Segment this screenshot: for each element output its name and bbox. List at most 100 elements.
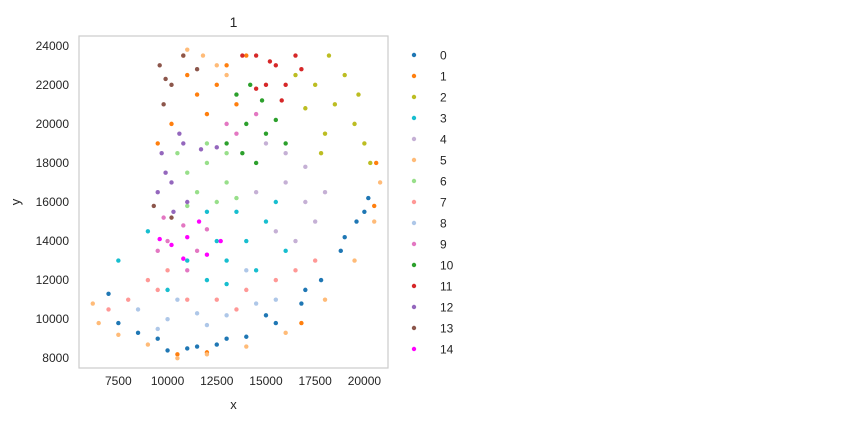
legend-label: 3 xyxy=(440,112,447,126)
cluster-7-point-9 xyxy=(234,307,239,312)
cluster-6-point-8 xyxy=(185,203,190,209)
cluster-12-point-6 xyxy=(171,209,176,214)
cluster-1-points xyxy=(155,53,379,357)
legend-item-14: 14 xyxy=(411,343,454,357)
legend-item-4: 4 xyxy=(411,133,447,147)
cluster-4-point-3 xyxy=(293,238,298,244)
cluster-8-point-6 xyxy=(273,297,279,302)
legend-marker xyxy=(411,199,417,205)
cluster-0-point-16 xyxy=(342,234,347,240)
cluster-3-point-7 xyxy=(253,268,259,273)
cluster-13-point-5 xyxy=(169,215,174,220)
cluster-12-point-1 xyxy=(169,180,174,185)
cluster-3-point-10 xyxy=(165,287,170,293)
legend-label: 11 xyxy=(440,280,453,294)
x-axis: 7500 10000 12500 15000 17500 20000 xyxy=(105,374,381,388)
cluster-1-point-4 xyxy=(234,102,239,107)
cluster-5-point-0 xyxy=(96,320,101,326)
cluster-4-point-0 xyxy=(283,180,288,185)
cluster-3-point-13 xyxy=(145,229,151,234)
x-tick-label: 10000 xyxy=(151,374,185,388)
cluster-3-point-5 xyxy=(214,238,219,244)
legend-marker xyxy=(411,157,417,163)
y-tick-label: 24000 xyxy=(36,39,70,53)
cluster-9-point-6 xyxy=(253,111,259,117)
y-axis-label: y xyxy=(8,198,23,205)
cluster-7-point-10 xyxy=(312,258,318,263)
cluster-12-point-3 xyxy=(185,199,190,205)
cluster-0-point-1 xyxy=(185,346,190,351)
cluster-9-point-0 xyxy=(165,238,170,244)
cluster-0-point-10 xyxy=(135,330,141,336)
legend-marker xyxy=(411,241,417,247)
cluster-5-point-4 xyxy=(204,352,210,357)
cluster-0-point-2 xyxy=(214,342,219,347)
cluster-14-points xyxy=(157,219,223,261)
y-tick-label: 16000 xyxy=(36,195,70,209)
cluster-8-point-8 xyxy=(244,268,249,273)
legend-item-10: 10 xyxy=(411,259,454,273)
cluster-9-points xyxy=(155,111,259,273)
cluster-0-point-11 xyxy=(116,320,121,326)
cluster-7-point-4 xyxy=(244,287,249,293)
cluster-0-point-14 xyxy=(224,336,229,341)
cluster-1-point-11 xyxy=(373,160,379,166)
cluster-8-point-0 xyxy=(135,307,141,312)
cluster-5-point-6 xyxy=(283,330,288,336)
cluster-8-point-3 xyxy=(224,313,229,318)
legend-item-8: 8 xyxy=(411,217,447,231)
cluster-10-point-6 xyxy=(248,82,253,88)
cluster-9-point-1 xyxy=(194,248,200,254)
legend-label: 12 xyxy=(440,301,454,315)
cluster-4-point-4 xyxy=(312,219,318,224)
cluster-10-point-3 xyxy=(253,160,259,166)
cluster-2-points xyxy=(293,53,373,166)
cluster-2-point-2 xyxy=(352,121,357,127)
cluster-10-point-1 xyxy=(244,121,249,127)
cluster-6-point-4 xyxy=(214,199,219,205)
cluster-0-point-15 xyxy=(303,287,308,293)
cluster-4-point-2 xyxy=(273,229,279,234)
cluster-0-point-9 xyxy=(366,195,371,201)
x-tick-label: 15000 xyxy=(249,374,283,388)
cluster-6-point-3 xyxy=(194,190,200,195)
legend-item-0: 0 xyxy=(411,49,447,63)
cluster-3-point-0 xyxy=(204,277,210,283)
cluster-5-point-3 xyxy=(175,356,180,361)
cluster-8-point-4 xyxy=(253,301,259,306)
cluster-2-point-8 xyxy=(326,53,332,58)
cluster-0-point-6 xyxy=(318,277,324,283)
cluster-4-point-9 xyxy=(303,164,308,170)
legend-marker xyxy=(411,283,417,289)
legend-label: 1 xyxy=(440,70,447,84)
cluster-12-point-8 xyxy=(155,190,160,195)
legend-item-2: 2 xyxy=(411,91,447,105)
legend-label: 10 xyxy=(440,259,454,273)
cluster-5-point-14 xyxy=(224,72,229,78)
cluster-12-point-5 xyxy=(214,145,219,150)
cluster-11-point-8 xyxy=(267,59,273,64)
cluster-1-point-7 xyxy=(194,92,200,97)
cluster-8-points xyxy=(135,268,279,332)
legend-marker xyxy=(411,325,417,331)
legend-marker xyxy=(411,346,417,352)
cluster-0-point-0 xyxy=(165,348,170,353)
cluster-7-point-6 xyxy=(293,268,298,273)
cluster-7-point-11 xyxy=(106,307,111,312)
cluster-1-point-2 xyxy=(185,72,190,78)
cluster-7-point-5 xyxy=(273,277,279,283)
legend-label: 13 xyxy=(440,322,454,336)
cluster-13-point-4 xyxy=(151,203,156,209)
cluster-3-point-1 xyxy=(224,258,229,263)
legend-label: 8 xyxy=(440,217,447,231)
cluster-12-point-9 xyxy=(177,131,182,136)
cluster-0-point-13 xyxy=(155,336,160,341)
cluster-1-point-8 xyxy=(155,141,160,146)
cluster-3-point-9 xyxy=(273,199,279,205)
legend-item-6: 6 xyxy=(411,175,447,189)
legend-label: 14 xyxy=(440,343,454,357)
cluster-0-point-12 xyxy=(106,291,111,296)
x-tick-label: 20000 xyxy=(348,374,382,388)
cluster-6-point-5 xyxy=(175,150,180,156)
cluster-4-point-5 xyxy=(263,141,269,146)
